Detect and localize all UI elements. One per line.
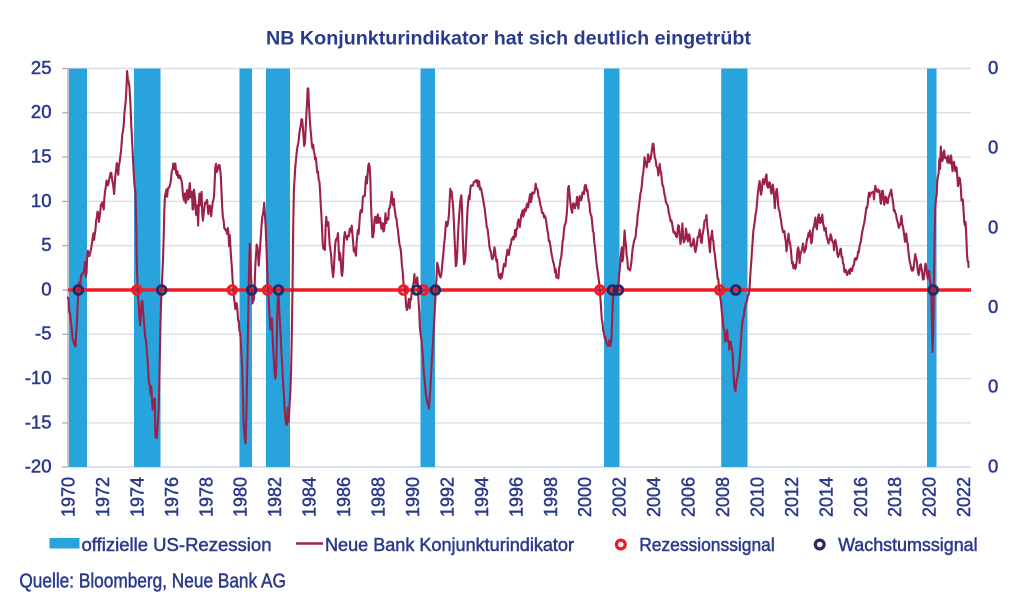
svg-text:0: 0 bbox=[988, 376, 998, 397]
svg-text:1972: 1972 bbox=[93, 477, 113, 517]
svg-text:1996: 1996 bbox=[506, 477, 526, 517]
svg-text:1990: 1990 bbox=[403, 477, 423, 517]
svg-text:1992: 1992 bbox=[437, 477, 457, 517]
svg-text:2006: 2006 bbox=[679, 477, 699, 517]
svg-text:-10: -10 bbox=[25, 367, 52, 388]
svg-text:1978: 1978 bbox=[196, 477, 216, 517]
svg-text:2018: 2018 bbox=[885, 477, 905, 517]
svg-text:1980: 1980 bbox=[231, 477, 251, 517]
svg-text:2012: 2012 bbox=[782, 477, 802, 517]
svg-text:2022: 2022 bbox=[954, 477, 974, 517]
svg-text:1974: 1974 bbox=[127, 477, 147, 517]
svg-text:1984: 1984 bbox=[300, 477, 320, 517]
svg-text:0: 0 bbox=[988, 296, 998, 317]
svg-text:Wachstumssignal: Wachstumssignal bbox=[838, 535, 978, 555]
svg-text:1988: 1988 bbox=[369, 477, 389, 517]
svg-text:2004: 2004 bbox=[644, 477, 664, 517]
svg-text:1994: 1994 bbox=[472, 477, 492, 517]
svg-text:-20: -20 bbox=[25, 455, 52, 476]
svg-text:10: 10 bbox=[31, 190, 52, 211]
svg-text:2000: 2000 bbox=[575, 477, 595, 517]
svg-text:-5: -5 bbox=[35, 323, 51, 344]
svg-text:Neue Bank Konjunkturindikator: Neue Bank Konjunkturindikator bbox=[325, 535, 574, 555]
svg-text:25: 25 bbox=[31, 57, 52, 78]
svg-text:1998: 1998 bbox=[541, 477, 561, 517]
svg-text:0: 0 bbox=[988, 137, 998, 158]
svg-text:NB Konjunkturindikator hat sic: NB Konjunkturindikator hat sich deutlich… bbox=[266, 28, 752, 50]
svg-text:20: 20 bbox=[31, 101, 52, 122]
svg-text:0: 0 bbox=[988, 57, 998, 78]
svg-text:-15: -15 bbox=[25, 411, 52, 432]
svg-text:1976: 1976 bbox=[162, 477, 182, 517]
svg-text:5: 5 bbox=[41, 234, 51, 255]
svg-text:2016: 2016 bbox=[851, 477, 871, 517]
svg-text:Quelle: Bloomberg, Neue Bank A: Quelle: Bloomberg, Neue Bank AG bbox=[19, 571, 286, 593]
svg-text:1986: 1986 bbox=[334, 477, 354, 517]
svg-text:2010: 2010 bbox=[747, 477, 767, 517]
svg-text:15: 15 bbox=[31, 146, 52, 167]
svg-text:0: 0 bbox=[988, 455, 998, 476]
svg-text:2014: 2014 bbox=[816, 477, 836, 517]
svg-text:0: 0 bbox=[41, 278, 51, 299]
svg-text:0: 0 bbox=[988, 216, 998, 237]
svg-text:1982: 1982 bbox=[265, 477, 285, 517]
svg-text:1970: 1970 bbox=[59, 477, 79, 517]
svg-text:2002: 2002 bbox=[610, 477, 630, 517]
svg-text:Rezessionssignal: Rezessionssignal bbox=[639, 535, 775, 555]
svg-text:2008: 2008 bbox=[713, 477, 733, 517]
svg-text:offizielle US-Rezession: offizielle US-Rezession bbox=[82, 535, 272, 555]
svg-text:2020: 2020 bbox=[920, 477, 940, 517]
